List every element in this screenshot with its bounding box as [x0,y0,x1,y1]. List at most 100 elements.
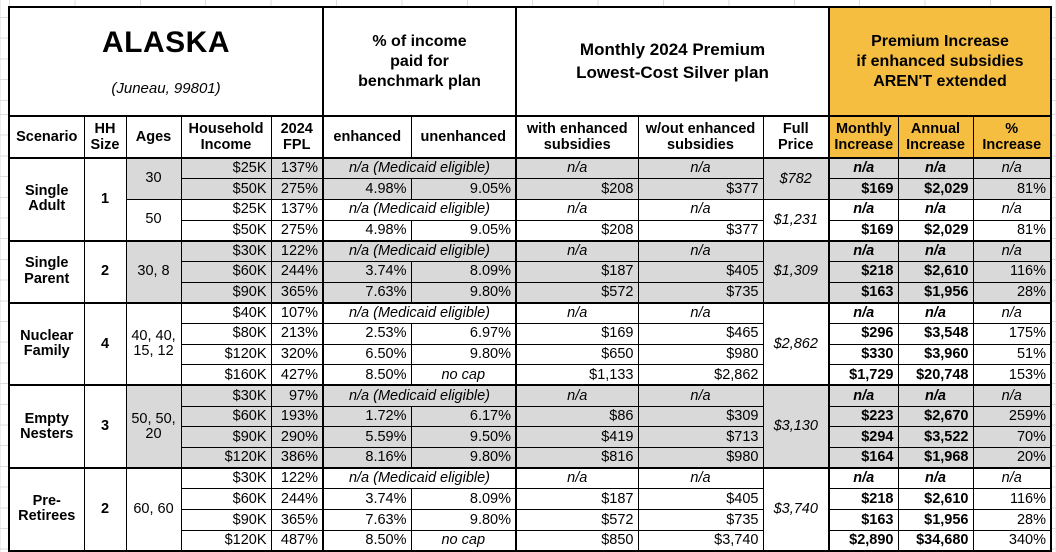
cell-wout-subsidies[interactable]: $735 [637,508,764,531]
cell-annual-increase[interactable]: $1,956 [897,281,974,304]
cell-hh-size[interactable]: 2 [83,467,127,552]
cell-pct-increase[interactable]: n/a [972,301,1052,324]
cell-fpl[interactable]: 386% [270,446,324,469]
cell-annual-increase[interactable]: $3,522 [897,426,974,448]
cell-monthly-increase[interactable]: $296 [828,322,899,345]
cell-annual-increase[interactable]: $34,680 [897,529,974,552]
cell-wout-subsidies[interactable]: n/a [637,239,764,262]
cell-hh-size[interactable]: 4 [83,301,127,386]
cell-unenhanced-pct[interactable]: 9.05% [410,178,517,200]
cell-annual-increase[interactable]: n/a [897,467,974,490]
cell-pct-increase[interactable]: 116% [972,488,1052,510]
cell-pct-increase[interactable]: 51% [972,343,1052,366]
cell-monthly-increase[interactable]: $218 [828,488,899,510]
cell-income[interactable]: $90K [180,281,272,304]
cell-scenario[interactable]: Empty Nesters [8,384,85,469]
cell-monthly-increase[interactable]: n/a [828,198,899,221]
cell-monthly-increase[interactable]: n/a [828,157,899,180]
cell-fpl[interactable]: 487% [270,529,324,552]
cell-fpl[interactable]: 97% [270,384,324,407]
cell-full-price[interactable]: $1,309 [762,239,830,304]
cell-monthly-increase[interactable]: $218 [828,260,899,283]
cell-full-price[interactable]: $3,130 [762,384,830,469]
cell-ages[interactable]: 50 [125,198,182,242]
cell-monthly-increase[interactable]: n/a [828,467,899,490]
cell-unenhanced-pct[interactable]: 9.80% [410,343,517,366]
cell-medicaid-na[interactable]: n/a (Medicaid eligible) [322,301,517,324]
cell-pct-increase[interactable]: n/a [972,384,1052,407]
cell-wout-subsidies[interactable]: n/a [637,301,764,324]
cell-monthly-increase[interactable]: $294 [828,426,899,448]
cell-enhanced-pct[interactable]: 4.98% [322,219,412,242]
cell-full-price[interactable]: $2,862 [762,301,830,386]
cell-wout-subsidies[interactable]: n/a [637,467,764,490]
cell-fpl[interactable]: 137% [270,157,324,180]
cell-income[interactable]: $60K [180,488,272,510]
cell-enhanced-pct[interactable]: 3.74% [322,260,412,283]
cell-enhanced-pct[interactable]: 8.16% [322,446,412,469]
cell-scenario[interactable]: Nuclear Family [8,301,85,386]
cell-pct-increase[interactable]: 70% [972,426,1052,448]
cell-annual-increase[interactable]: $3,960 [897,343,974,366]
cell-monthly-increase[interactable]: $169 [828,219,899,242]
cell-annual-increase[interactable]: $20,748 [897,364,974,386]
cell-unenhanced-pct[interactable]: 8.09% [410,260,517,283]
cell-pct-increase[interactable]: n/a [972,198,1052,221]
cell-enhanced-pct[interactable]: 1.72% [322,405,412,428]
cell-annual-increase[interactable]: $2,029 [897,219,974,242]
cell-monthly-increase[interactable]: n/a [828,239,899,262]
cell-medicaid-na[interactable]: n/a (Medicaid eligible) [322,384,517,407]
cell-enhanced-pct[interactable]: 2.53% [322,322,412,345]
cell-unenhanced-pct[interactable]: 9.50% [410,426,517,448]
cell-fpl[interactable]: 193% [270,405,324,428]
cell-with-subsidies[interactable]: $1,133 [515,364,639,386]
cell-scenario[interactable]: Single Adult [8,157,85,242]
cell-fpl[interactable]: 107% [270,301,324,324]
cell-with-subsidies[interactable]: $572 [515,281,639,304]
cell-wout-subsidies[interactable]: $405 [637,488,764,510]
cell-pct-increase[interactable]: n/a [972,239,1052,262]
cell-monthly-increase[interactable]: $163 [828,508,899,531]
cell-pct-increase[interactable]: 340% [972,529,1052,552]
cell-wout-subsidies[interactable]: n/a [637,157,764,180]
cell-unenhanced-pct[interactable]: 9.05% [410,219,517,242]
cell-fpl[interactable]: 275% [270,219,324,242]
cell-unenhanced-pct[interactable]: no cap [410,529,517,552]
cell-monthly-increase[interactable]: n/a [828,384,899,407]
cell-medicaid-na[interactable]: n/a (Medicaid eligible) [322,198,517,221]
cell-pct-increase[interactable]: 20% [972,446,1052,469]
cell-with-subsidies[interactable]: n/a [515,384,639,407]
cell-monthly-increase[interactable]: $1,729 [828,364,899,386]
cell-annual-increase[interactable]: $2,670 [897,405,974,428]
cell-unenhanced-pct[interactable]: 6.97% [410,322,517,345]
cell-ages[interactable]: 30, 8 [125,239,182,304]
cell-monthly-increase[interactable]: $163 [828,281,899,304]
cell-with-subsidies[interactable]: n/a [515,198,639,221]
cell-pct-increase[interactable]: 28% [972,508,1052,531]
cell-wout-subsidies[interactable]: $980 [637,446,764,469]
cell-wout-subsidies[interactable]: $377 [637,178,764,200]
cell-unenhanced-pct[interactable]: 6.17% [410,405,517,428]
cell-annual-increase[interactable]: $2,610 [897,260,974,283]
cell-annual-increase[interactable]: $1,956 [897,508,974,531]
cell-enhanced-pct[interactable]: 7.63% [322,281,412,304]
cell-hh-size[interactable]: 1 [83,157,127,242]
cell-fpl[interactable]: 122% [270,467,324,490]
cell-monthly-increase[interactable]: $330 [828,343,899,366]
cell-hh-size[interactable]: 3 [83,384,127,469]
cell-pct-increase[interactable]: n/a [972,467,1052,490]
cell-wout-subsidies[interactable]: $2,862 [637,364,764,386]
cell-with-subsidies[interactable]: $86 [515,405,639,428]
cell-ages[interactable]: 50, 50, 20 [125,384,182,469]
cell-income[interactable]: $160K [180,364,272,386]
cell-pct-increase[interactable]: n/a [972,157,1052,180]
cell-wout-subsidies[interactable]: $3,740 [637,529,764,552]
cell-monthly-increase[interactable]: n/a [828,301,899,324]
cell-monthly-increase[interactable]: $2,890 [828,529,899,552]
cell-income[interactable]: $60K [180,260,272,283]
cell-income[interactable]: $90K [180,508,272,531]
cell-with-subsidies[interactable]: $650 [515,343,639,366]
cell-with-subsidies[interactable]: $187 [515,260,639,283]
cell-with-subsidies[interactable]: $208 [515,219,639,242]
cell-enhanced-pct[interactable]: 3.74% [322,488,412,510]
